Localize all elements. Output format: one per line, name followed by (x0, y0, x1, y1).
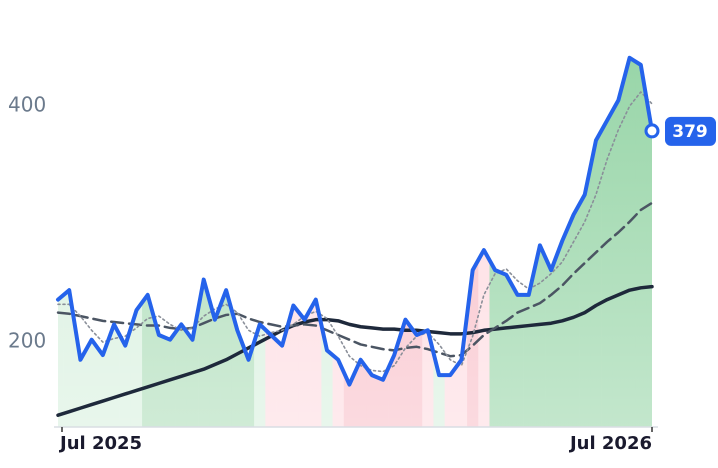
regime-area (58, 57, 652, 427)
last-value-pill (665, 116, 716, 146)
regime-band (377, 57, 389, 427)
y-tick-label: 200 (8, 329, 46, 353)
regime-band (366, 57, 378, 427)
series-line (56, 55, 654, 387)
regime-band (343, 57, 356, 427)
x-tick-label: Jul 2026 (568, 433, 652, 454)
area-fade (58, 57, 652, 427)
series-line (56, 284, 654, 417)
last-value-dot (644, 123, 660, 139)
x-tick-label: Jul 2025 (58, 433, 142, 454)
lines (56, 55, 654, 417)
regime-band (444, 57, 457, 427)
last-value-label: 379 (672, 122, 708, 142)
y-tick-label: 400 (8, 93, 46, 117)
series-line (57, 91, 653, 373)
